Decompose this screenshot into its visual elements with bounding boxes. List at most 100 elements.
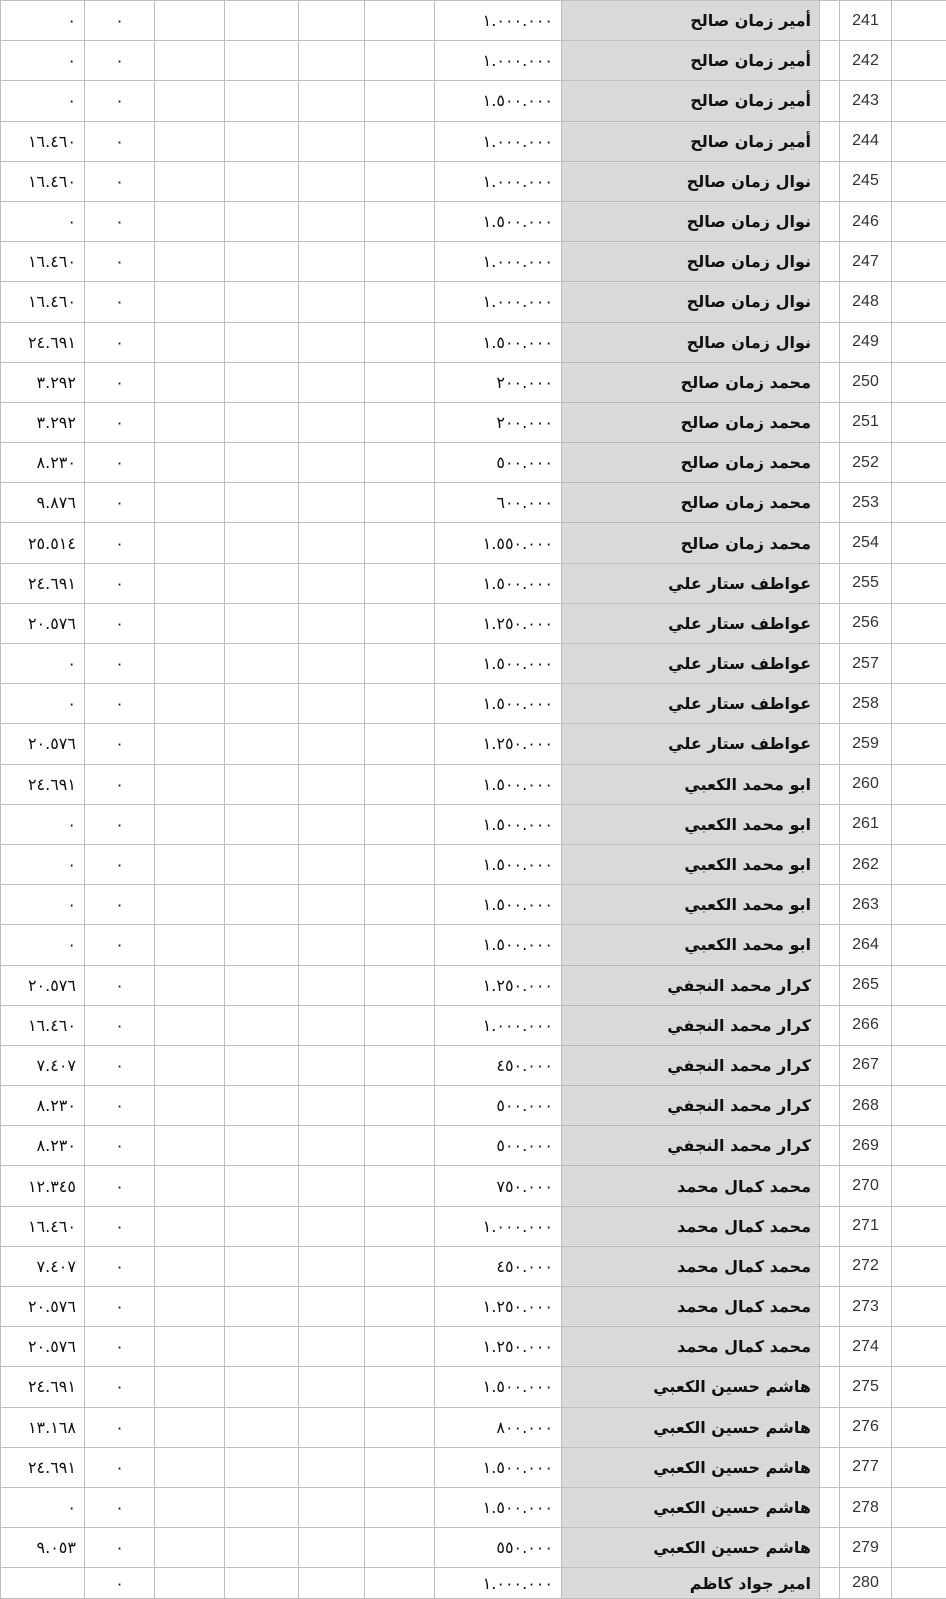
cell-value-g[interactable]: ١٦.٤٦٠ bbox=[1, 282, 85, 322]
cell-empty[interactable] bbox=[892, 402, 946, 442]
cell-empty[interactable] bbox=[155, 764, 225, 804]
cell-value-g[interactable]: ٢٠.٥٧٦ bbox=[1, 965, 85, 1005]
cell-value-g[interactable]: ١٦.٤٦٠ bbox=[1, 242, 85, 282]
cell-empty[interactable] bbox=[225, 201, 299, 241]
cell-value-f[interactable]: ٠ bbox=[85, 1126, 155, 1166]
cell-empty[interactable] bbox=[820, 1, 840, 41]
cell-value-g[interactable]: ٠ bbox=[1, 201, 85, 241]
cell-value-f[interactable]: ٠ bbox=[85, 1568, 155, 1599]
cell-amount[interactable]: ١.٠٠٠.٠٠٠ bbox=[435, 41, 562, 81]
cell-row-number[interactable]: 257 bbox=[840, 644, 892, 684]
cell-empty[interactable] bbox=[225, 322, 299, 362]
cell-empty[interactable] bbox=[155, 1166, 225, 1206]
cell-row-number[interactable]: 261 bbox=[840, 804, 892, 844]
cell-empty[interactable] bbox=[155, 483, 225, 523]
cell-empty[interactable] bbox=[820, 523, 840, 563]
cell-empty[interactable] bbox=[225, 523, 299, 563]
cell-empty[interactable] bbox=[820, 322, 840, 362]
cell-empty[interactable] bbox=[820, 684, 840, 724]
cell-empty[interactable] bbox=[225, 81, 299, 121]
cell-amount[interactable]: ٥٠٠.٠٠٠ bbox=[435, 1126, 562, 1166]
cell-row-number[interactable]: 263 bbox=[840, 885, 892, 925]
cell-empty[interactable] bbox=[155, 724, 225, 764]
cell-name[interactable]: هاشم حسين الكعبي bbox=[562, 1367, 820, 1407]
cell-empty[interactable] bbox=[820, 201, 840, 241]
cell-empty[interactable] bbox=[365, 1, 435, 41]
cell-value-g[interactable]: ٠ bbox=[1, 644, 85, 684]
cell-empty[interactable] bbox=[892, 1, 946, 41]
cell-empty[interactable] bbox=[892, 603, 946, 643]
cell-empty[interactable] bbox=[155, 1206, 225, 1246]
cell-empty[interactable] bbox=[365, 121, 435, 161]
cell-row-number[interactable]: 262 bbox=[840, 844, 892, 884]
cell-empty[interactable] bbox=[299, 41, 365, 81]
cell-empty[interactable] bbox=[225, 724, 299, 764]
cell-value-f[interactable]: ٠ bbox=[85, 1407, 155, 1447]
cell-empty[interactable] bbox=[155, 1287, 225, 1327]
cell-row-number[interactable]: 270 bbox=[840, 1166, 892, 1206]
cell-empty[interactable] bbox=[365, 1487, 435, 1527]
cell-empty[interactable] bbox=[820, 121, 840, 161]
cell-empty[interactable] bbox=[155, 925, 225, 965]
cell-empty[interactable] bbox=[299, 443, 365, 483]
cell-empty[interactable] bbox=[365, 1206, 435, 1246]
cell-empty[interactable] bbox=[820, 724, 840, 764]
cell-empty[interactable] bbox=[820, 81, 840, 121]
cell-empty[interactable] bbox=[892, 804, 946, 844]
cell-amount[interactable]: ١.٢٥٠.٠٠٠ bbox=[435, 603, 562, 643]
cell-name[interactable]: عواطف ستار علي bbox=[562, 563, 820, 603]
cell-amount[interactable]: ٤٥٠.٠٠٠ bbox=[435, 1246, 562, 1286]
cell-empty[interactable] bbox=[225, 804, 299, 844]
cell-empty[interactable] bbox=[299, 1407, 365, 1447]
cell-empty[interactable] bbox=[820, 443, 840, 483]
cell-value-f[interactable]: ٠ bbox=[85, 1327, 155, 1367]
cell-empty[interactable] bbox=[225, 1407, 299, 1447]
cell-empty[interactable] bbox=[820, 1447, 840, 1487]
cell-value-g[interactable]: ٢٤.٦٩١ bbox=[1, 563, 85, 603]
cell-row-number[interactable]: 272 bbox=[840, 1246, 892, 1286]
cell-value-g[interactable]: ٢٠.٥٧٦ bbox=[1, 1327, 85, 1367]
cell-empty[interactable] bbox=[299, 1126, 365, 1166]
cell-name[interactable]: أمير زمان صالح bbox=[562, 1, 820, 41]
cell-name[interactable]: محمد كمال محمد bbox=[562, 1327, 820, 1367]
cell-empty[interactable] bbox=[892, 161, 946, 201]
cell-value-g[interactable]: ٠ bbox=[1, 1, 85, 41]
cell-empty[interactable] bbox=[365, 965, 435, 1005]
cell-amount[interactable]: ١.٥٠٠.٠٠٠ bbox=[435, 684, 562, 724]
cell-empty[interactable] bbox=[155, 201, 225, 241]
cell-empty[interactable] bbox=[225, 41, 299, 81]
cell-name[interactable]: هاشم حسين الكعبي bbox=[562, 1447, 820, 1487]
cell-empty[interactable] bbox=[820, 1246, 840, 1286]
cell-empty[interactable] bbox=[820, 965, 840, 1005]
cell-value-f[interactable]: ٠ bbox=[85, 1367, 155, 1407]
cell-empty[interactable] bbox=[365, 644, 435, 684]
cell-empty[interactable] bbox=[365, 1327, 435, 1367]
cell-value-g[interactable]: ١٦.٤٦٠ bbox=[1, 1206, 85, 1246]
cell-empty[interactable] bbox=[892, 844, 946, 884]
cell-empty[interactable] bbox=[225, 1287, 299, 1327]
cell-empty[interactable] bbox=[225, 1166, 299, 1206]
cell-empty[interactable] bbox=[365, 1367, 435, 1407]
cell-value-f[interactable]: ٠ bbox=[85, 1528, 155, 1568]
cell-value-g[interactable]: ٠ bbox=[1, 885, 85, 925]
cell-empty[interactable] bbox=[892, 1367, 946, 1407]
cell-empty[interactable] bbox=[299, 1086, 365, 1126]
cell-value-f[interactable]: ٠ bbox=[85, 1487, 155, 1527]
cell-empty[interactable] bbox=[299, 844, 365, 884]
cell-value-f[interactable]: ٠ bbox=[85, 724, 155, 764]
cell-empty[interactable] bbox=[299, 483, 365, 523]
cell-empty[interactable] bbox=[225, 1447, 299, 1487]
cell-row-number[interactable]: 278 bbox=[840, 1487, 892, 1527]
cell-value-g[interactable]: ٣.٢٩٢ bbox=[1, 402, 85, 442]
cell-value-f[interactable]: ٠ bbox=[85, 684, 155, 724]
cell-value-g[interactable] bbox=[1, 1568, 85, 1599]
cell-amount[interactable]: ١.٥٠٠.٠٠٠ bbox=[435, 1487, 562, 1527]
cell-empty[interactable] bbox=[299, 282, 365, 322]
cell-value-g[interactable]: ٢٠.٥٧٦ bbox=[1, 603, 85, 643]
cell-empty[interactable] bbox=[155, 1126, 225, 1166]
cell-empty[interactable] bbox=[155, 644, 225, 684]
cell-amount[interactable]: ١.٠٠٠.٠٠٠ bbox=[435, 282, 562, 322]
cell-empty[interactable] bbox=[225, 925, 299, 965]
cell-row-number[interactable]: 248 bbox=[840, 282, 892, 322]
cell-empty[interactable] bbox=[225, 483, 299, 523]
